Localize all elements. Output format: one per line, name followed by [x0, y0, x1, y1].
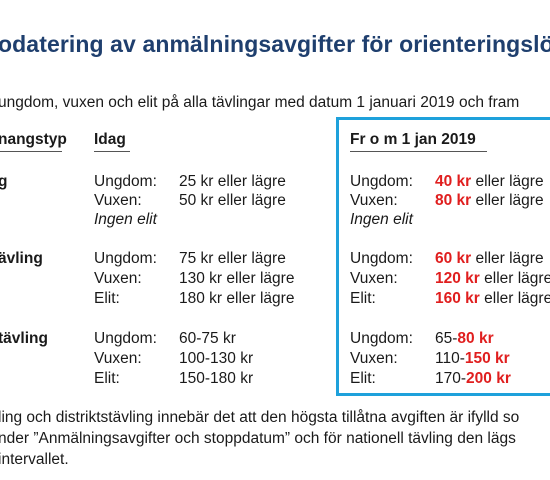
- note-new: Ingen elit: [350, 211, 413, 228]
- new-fee-suffix: eller lägre: [479, 290, 550, 307]
- header-today-underline: [94, 151, 130, 152]
- header-today: Idag: [94, 131, 126, 148]
- footer-line: intervallet.: [0, 451, 69, 468]
- today-value: 25 kr eller lägre: [179, 173, 286, 190]
- header-from-underline: [350, 151, 487, 152]
- new-value: 80 kr eller lägre: [435, 192, 544, 210]
- footer-line: ling och distriktstävling innebär det at…: [0, 409, 520, 426]
- note-today: Ingen elit: [94, 211, 157, 228]
- new-fees-highlight-box: [336, 117, 550, 396]
- row-label: Ungdom:: [94, 330, 157, 347]
- row-label: Vuxen:: [94, 192, 142, 209]
- new-fee-amount: 60 kr: [435, 250, 472, 267]
- new-row-label: Elit:: [350, 370, 376, 387]
- row-label: Elit:: [94, 290, 120, 307]
- new-fee-prefix: 170-: [435, 370, 467, 387]
- header-type-underline: [0, 151, 62, 152]
- today-value: 50 kr eller lägre: [179, 192, 286, 209]
- new-value: 110-150 kr: [435, 350, 510, 368]
- new-value: 120 kr eller lägre: [435, 270, 550, 288]
- category-label: tävling: [0, 330, 48, 347]
- new-row-label: Ungdom:: [350, 250, 413, 267]
- page-title: odatering av anmälningsavgifter för orie…: [0, 31, 550, 57]
- today-value: 150-180 kr: [179, 370, 254, 387]
- category-label: g: [0, 173, 8, 190]
- header-type: nangstyp: [0, 131, 67, 148]
- new-value: 60 kr eller lägre: [435, 250, 544, 268]
- row-label: Vuxen:: [94, 350, 142, 367]
- new-fee-prefix: 110-: [435, 350, 465, 367]
- row-label: Ungdom:: [94, 250, 157, 267]
- header-from: Fr o m 1 jan 2019: [350, 131, 476, 148]
- today-value: 100-130 kr: [179, 350, 254, 367]
- today-value: 180 kr eller lägre: [179, 290, 295, 307]
- new-fee-amount: 80 kr: [457, 330, 494, 347]
- new-value: 65-80 kr: [435, 330, 494, 348]
- new-value: 40 kr eller lägre: [435, 173, 544, 191]
- intro-text: ungdom, vuxen och elit på alla tävlingar…: [0, 94, 520, 111]
- new-value: 170-200 kr: [435, 370, 511, 388]
- new-fee-suffix: eller lägre: [471, 192, 544, 209]
- new-row-label: Vuxen:: [350, 270, 398, 287]
- new-fee-amount: 160 kr: [435, 290, 480, 307]
- new-row-label: Vuxen:: [350, 350, 398, 367]
- new-fee-amount: 80 kr: [435, 192, 472, 209]
- new-row-label: Elit:: [350, 290, 376, 307]
- new-fee-amount: 150 kr: [464, 350, 510, 367]
- new-fee-suffix: eller lägre: [471, 250, 544, 267]
- today-value: 75 kr eller lägre: [179, 250, 286, 267]
- new-row-label: Ungdom:: [350, 173, 413, 190]
- row-label: Ungdom:: [94, 173, 157, 190]
- new-fee-suffix: eller lägre: [471, 173, 544, 190]
- new-fee-amount: 200 kr: [466, 370, 511, 387]
- new-row-label: Ungdom:: [350, 330, 413, 347]
- new-fee-suffix: eller lägre: [479, 270, 550, 287]
- row-label: Elit:: [94, 370, 120, 387]
- row-label: Vuxen:: [94, 270, 142, 287]
- new-fee-prefix: 65-: [435, 330, 458, 347]
- today-value: 130 kr eller lägre: [179, 270, 295, 287]
- new-row-label: Vuxen:: [350, 192, 398, 209]
- new-value: 160 kr eller lägre: [435, 290, 550, 308]
- category-label: ävling: [0, 250, 43, 267]
- today-value: 60-75 kr: [179, 330, 236, 347]
- new-fee-amount: 120 kr: [435, 270, 480, 287]
- footer-line: nder ”Anmälningsavgifter och stoppdatum”…: [0, 430, 516, 447]
- new-fee-amount: 40 kr: [435, 173, 472, 190]
